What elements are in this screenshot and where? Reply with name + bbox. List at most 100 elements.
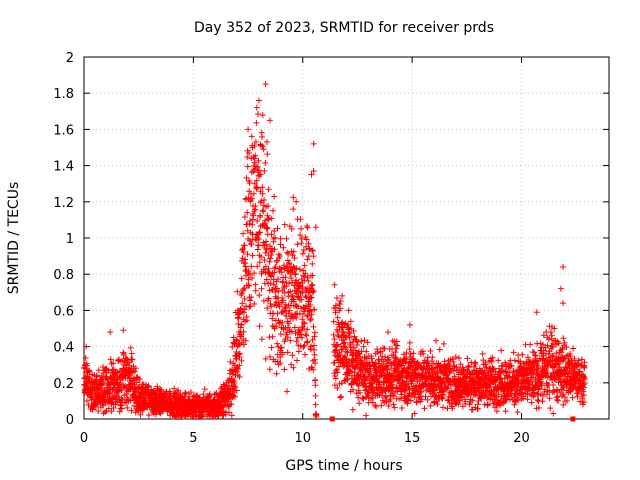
data-point [397, 395, 404, 402]
data-point [308, 343, 315, 350]
data-point [524, 354, 531, 361]
data-point [281, 366, 288, 373]
data-point [414, 378, 421, 385]
y-tick-label: 1 [66, 232, 74, 247]
data-point-peak [256, 97, 262, 104]
data-point [293, 288, 300, 295]
data-point [274, 340, 281, 347]
data-point [247, 303, 254, 310]
data-point [338, 324, 345, 331]
data-point [376, 357, 383, 364]
data-point [200, 391, 207, 398]
data-point [549, 358, 556, 365]
data-point [303, 302, 310, 309]
data-point [552, 360, 559, 367]
data-point [539, 393, 546, 400]
data-point [581, 380, 588, 387]
data-point [580, 375, 587, 382]
data-point [258, 142, 264, 149]
data-point [292, 330, 299, 337]
data-point [248, 133, 255, 140]
y-tick-label: 1.8 [53, 87, 74, 102]
data-point [281, 289, 288, 296]
data-point [247, 217, 254, 224]
data-point [254, 218, 261, 225]
data-point [488, 358, 495, 365]
data-point [249, 221, 256, 228]
data-point [390, 392, 397, 399]
data-point [504, 374, 511, 381]
data-point [256, 167, 263, 174]
data-point [413, 399, 420, 406]
data-point [300, 246, 307, 253]
data-point [275, 343, 282, 350]
data-point [257, 212, 264, 219]
data-point [304, 224, 311, 231]
data-point [301, 273, 308, 280]
data-point [581, 359, 588, 366]
data-point [236, 362, 243, 369]
data-point [289, 352, 296, 359]
grid-lines [84, 57, 609, 419]
data-point [554, 388, 561, 395]
data-point [298, 225, 305, 232]
data-point [274, 276, 281, 283]
data-point [258, 197, 265, 204]
data-point [237, 305, 244, 312]
axis-ticks: 00.20.40.60.811.21.41.61.820 5 10 15 20 [53, 51, 609, 446]
data-point [86, 375, 93, 382]
data-point [524, 396, 531, 403]
data-point [356, 400, 363, 407]
data-point [299, 250, 306, 257]
data-point [241, 214, 248, 221]
data-point [302, 305, 309, 312]
data-point [265, 295, 272, 302]
data-point [578, 356, 585, 363]
data-point [527, 341, 534, 348]
data-point [270, 238, 277, 245]
data-point [300, 344, 307, 351]
x-tick-label: 10 [294, 431, 311, 446]
data-point [290, 194, 297, 201]
data-point [236, 373, 243, 380]
data-point [363, 348, 370, 355]
data-point [560, 335, 567, 342]
data-point [288, 328, 295, 335]
data-point [572, 376, 579, 383]
data-point [232, 383, 239, 390]
data-point [361, 337, 368, 344]
data-point [254, 164, 261, 171]
data-point [268, 215, 275, 222]
data-point [312, 376, 319, 383]
data-point-peak [308, 171, 315, 178]
data-point [337, 351, 344, 358]
data-point-peak [253, 104, 260, 111]
data-point [508, 362, 515, 369]
data-point [258, 336, 265, 343]
data-point [400, 351, 407, 358]
data-point [436, 346, 443, 353]
data-point [175, 387, 182, 394]
data-point-peak [385, 329, 392, 336]
data-point [431, 387, 438, 394]
data-point [294, 357, 301, 364]
y-tick-label: 2 [66, 51, 74, 66]
data-point [559, 384, 566, 391]
data-point [301, 342, 308, 349]
data-point [270, 281, 277, 288]
data-point [256, 292, 263, 299]
data-point [310, 366, 317, 373]
data-point [553, 350, 560, 357]
data-point [282, 301, 289, 308]
data-point [293, 338, 300, 345]
data-point [246, 271, 253, 278]
data-point [95, 367, 102, 374]
data-point [228, 401, 235, 408]
data-point [269, 333, 276, 340]
data-point [482, 361, 489, 368]
data-point [261, 257, 268, 264]
data-point [402, 359, 409, 366]
data-point [286, 259, 293, 266]
data-point [382, 388, 389, 395]
data-point [390, 360, 397, 367]
